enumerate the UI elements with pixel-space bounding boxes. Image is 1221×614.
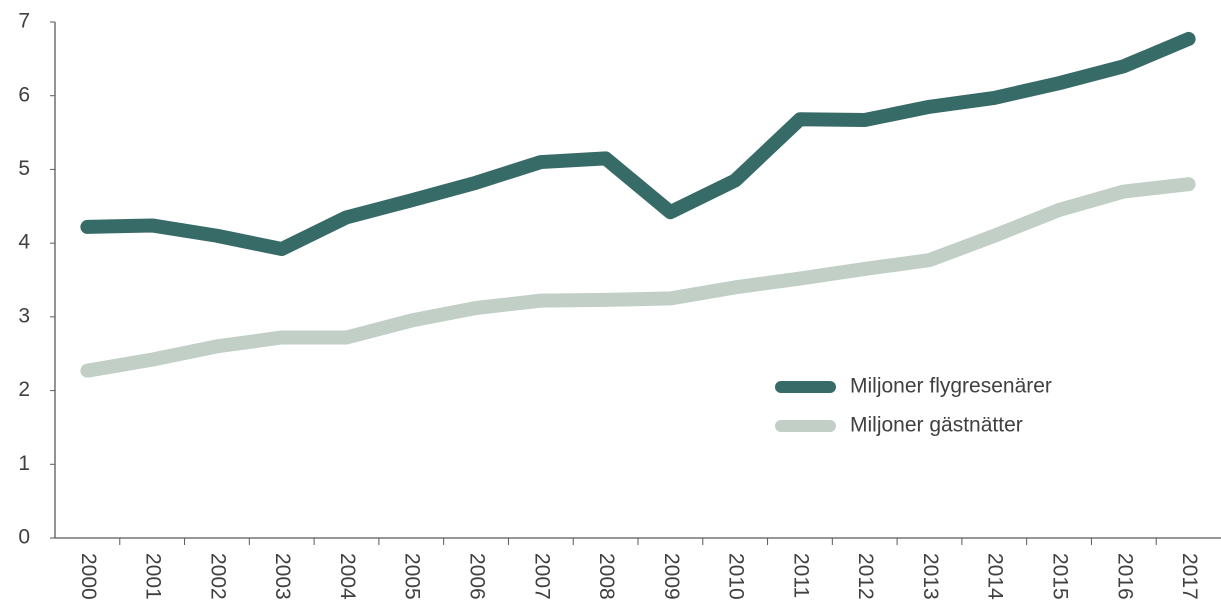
y-tick-label: 1	[18, 452, 30, 475]
series-line	[80, 31, 1196, 257]
y-tick-label: 5	[18, 157, 30, 180]
x-tick-label: 2008	[595, 553, 618, 600]
x-tick-label: 2017	[1178, 553, 1201, 600]
x-tick-label: 2015	[1049, 553, 1072, 600]
x-tick-label: 2003	[271, 553, 294, 600]
legend-label: Miljoner flygresenärer	[850, 375, 1052, 398]
x-tick-label: 2001	[142, 553, 165, 600]
x-tick-label: 2013	[919, 553, 942, 600]
y-tick-label: 7	[18, 10, 30, 33]
legend-label: Miljoner gästnätter	[850, 414, 1023, 437]
x-tick-label: 2004	[336, 553, 359, 600]
y-tick-label: 4	[18, 231, 30, 254]
x-tick-label: 2012	[854, 553, 877, 600]
y-tick-label: 0	[18, 526, 30, 549]
series-line	[80, 177, 1196, 378]
x-tick-label: 2010	[725, 553, 748, 600]
x-tick-label: 2000	[77, 553, 100, 600]
x-tick-label: 2014	[984, 553, 1007, 600]
y-tick-label: 6	[18, 83, 30, 106]
y-tick-label: 3	[18, 304, 30, 327]
x-tick-label: 2009	[660, 553, 683, 600]
x-tick-label: 2005	[401, 553, 424, 600]
x-tick-label: 2007	[530, 553, 553, 600]
y-tick-label: 2	[18, 378, 30, 401]
x-tick-label: 2011	[789, 553, 812, 598]
x-tick-label: 2002	[206, 553, 229, 600]
x-tick-label: 2016	[1113, 553, 1136, 600]
x-tick-label: 2006	[466, 553, 489, 600]
